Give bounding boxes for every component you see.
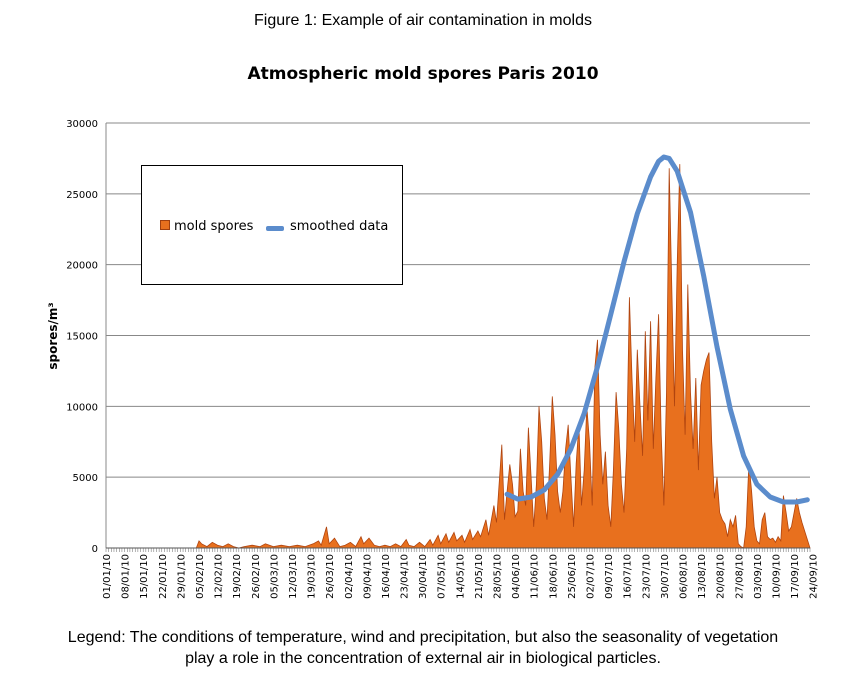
series-smoothed-data [504,154,810,505]
x-tick-label: 27/08/10 [734,554,745,599]
figure-legend-text: Legend: The conditions of temperature, w… [10,627,836,669]
y-tick-label: 30000 [66,119,98,130]
x-tick-label: 05/03/10 [269,554,280,599]
y-tick-label: 5000 [73,473,98,484]
y-tick-label: 10000 [66,402,98,413]
x-tick-labels: 01/01/10 08/01/10 15/01/10 22/01/10 29/01/10… [102,554,820,599]
x-tick-label: 14/05/10 [455,554,466,599]
y-tick-label: 20000 [66,261,98,272]
x-axis [105,547,811,552]
x-tick-label: 09/07/10 [604,554,615,599]
x-tick-label: 30/07/10 [660,554,671,599]
x-tick-label: 22/01/10 [158,554,169,599]
x-tick-label: 12/02/10 [214,554,225,599]
x-tick-label: 29/01/10 [176,554,187,599]
series-mold-spores [106,164,811,549]
x-tick-label: 06/08/10 [679,554,690,599]
x-tick-label: 01/01/10 [102,554,113,599]
figure-legend-line-1: Legend: The conditions of temperature, w… [67,629,779,646]
y-tick-labels: 0 5000 10000 15000 20000 25000 30000 [66,119,98,555]
x-tick-label: 23/07/10 [641,554,652,599]
area-mold-spores [106,164,811,549]
chart-title: Atmospheric mold spores Paris 2010 [247,64,598,84]
x-tick-label: 05/02/10 [195,554,206,599]
x-tick-label: 25/06/10 [567,554,578,599]
figure-legend-line-2: play a role in the concentration of exte… [185,650,661,667]
x-tick-label: 18/06/10 [548,554,559,599]
x-tick-label: 08/01/10 [121,554,132,599]
x-tick-label: 09/04/10 [362,554,373,599]
legend-label-smoothed-data: smoothed data [290,219,389,234]
x-tick-label: 16/04/10 [381,554,392,599]
legend-swatch-smoothed-data [266,226,284,231]
figure-caption: Figure 1: Example of air contamination i… [254,12,592,29]
x-tick-label: 21/05/10 [474,554,485,599]
x-tick-label: 07/05/10 [437,554,448,599]
x-tick-label: 13/08/10 [697,554,708,599]
x-tick-label: 20/08/10 [716,554,727,599]
legend: mold spores smoothed data [141,165,403,285]
x-tick-label: 19/02/10 [232,554,243,599]
x-tick-label: 23/04/10 [400,554,411,599]
x-tick-label: 24/09/10 [809,554,820,599]
x-tick-label: 30/04/10 [418,554,429,599]
x-tick-label: 11/06/10 [530,554,541,599]
y-axis-label: spores/m³ [46,302,60,369]
y-tick-label: 15000 [66,332,98,343]
x-tick-label: 19/03/10 [307,554,318,599]
x-tick-label: 26/02/10 [251,554,262,599]
x-tick-label: 26/03/10 [325,554,336,599]
x-tick-label: 12/03/10 [288,554,299,599]
x-tick-label: 04/06/10 [511,554,522,599]
x-tick-label: 17/09/10 [790,554,801,599]
x-tick-label: 02/04/10 [344,554,355,599]
line-smoothed-data [504,154,810,505]
x-tick-label: 02/07/10 [586,554,597,599]
x-tick-label: 03/09/10 [753,554,764,599]
x-tick-label: 28/05/10 [493,554,504,599]
legend-label-mold-spores: mold spores [174,219,254,234]
y-tick-label: 25000 [66,190,98,201]
y-tick-label: 0 [92,544,98,555]
legend-swatch-mold-spores [160,220,170,230]
x-tick-label: 15/01/10 [139,554,150,599]
x-tick-label: 16/07/10 [623,554,634,599]
x-tick-label: 10/09/10 [772,554,783,599]
